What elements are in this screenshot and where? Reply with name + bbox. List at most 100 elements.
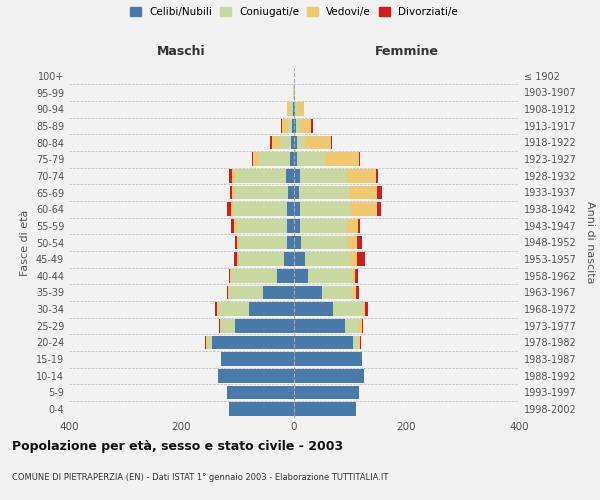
Bar bbox=[207, 336, 212, 349]
Bar bbox=[356, 286, 359, 300]
Bar bbox=[352, 269, 355, 282]
Bar bbox=[287, 102, 290, 116]
Bar bbox=[227, 286, 228, 300]
Bar bbox=[221, 319, 235, 332]
Bar bbox=[294, 286, 322, 300]
Bar bbox=[229, 402, 294, 416]
Bar bbox=[353, 336, 359, 349]
Bar bbox=[290, 152, 294, 166]
Bar bbox=[227, 202, 231, 216]
Bar bbox=[294, 269, 308, 282]
Bar bbox=[334, 302, 362, 316]
Bar bbox=[286, 169, 294, 182]
Bar bbox=[232, 186, 235, 200]
Bar bbox=[239, 252, 284, 266]
Bar bbox=[287, 236, 294, 250]
Bar bbox=[349, 186, 377, 200]
Bar bbox=[294, 252, 305, 266]
Bar bbox=[357, 252, 365, 266]
Bar bbox=[287, 202, 294, 216]
Bar bbox=[350, 252, 357, 266]
Bar bbox=[376, 169, 379, 182]
Bar bbox=[236, 236, 239, 250]
Bar bbox=[232, 169, 235, 182]
Bar bbox=[230, 186, 232, 200]
Bar bbox=[294, 319, 344, 332]
Bar bbox=[252, 152, 253, 166]
Bar bbox=[377, 202, 381, 216]
Bar bbox=[271, 136, 280, 149]
Bar bbox=[353, 286, 356, 300]
Bar bbox=[234, 202, 287, 216]
Bar bbox=[298, 102, 304, 116]
Bar bbox=[305, 136, 331, 149]
Bar bbox=[294, 136, 297, 149]
Bar bbox=[291, 136, 294, 149]
Bar bbox=[294, 152, 297, 166]
Bar bbox=[301, 236, 347, 250]
Bar bbox=[232, 269, 277, 282]
Y-axis label: Anni di nascita: Anni di nascita bbox=[585, 201, 595, 283]
Bar bbox=[294, 186, 299, 200]
Bar bbox=[220, 319, 221, 332]
Bar bbox=[297, 152, 325, 166]
Bar bbox=[218, 319, 220, 332]
Bar bbox=[259, 152, 290, 166]
Bar bbox=[290, 102, 293, 116]
Bar bbox=[362, 302, 365, 316]
Bar bbox=[331, 136, 332, 149]
Bar bbox=[235, 169, 286, 182]
Bar bbox=[358, 219, 361, 232]
Bar bbox=[289, 186, 294, 200]
Bar bbox=[359, 152, 360, 166]
Bar bbox=[359, 336, 360, 349]
Bar bbox=[296, 119, 300, 132]
Bar bbox=[237, 252, 239, 266]
Bar bbox=[295, 102, 298, 116]
Bar bbox=[284, 252, 294, 266]
Bar bbox=[236, 219, 287, 232]
Bar bbox=[227, 386, 294, 400]
Bar bbox=[294, 86, 295, 100]
Bar bbox=[377, 186, 382, 200]
Text: Femmine: Femmine bbox=[374, 44, 439, 58]
Bar bbox=[311, 119, 313, 132]
Bar bbox=[305, 252, 350, 266]
Bar bbox=[235, 252, 237, 266]
Legend: Celibi/Nubili, Coniugati/e, Vedovi/e, Divorziati/e: Celibi/Nubili, Coniugati/e, Vedovi/e, Di… bbox=[128, 5, 460, 20]
Bar bbox=[299, 219, 347, 232]
Bar bbox=[281, 119, 282, 132]
Bar bbox=[294, 369, 364, 382]
Bar bbox=[282, 119, 288, 132]
Bar bbox=[287, 219, 294, 232]
Bar bbox=[352, 202, 377, 216]
Bar bbox=[229, 286, 263, 300]
Bar bbox=[218, 369, 294, 382]
Bar bbox=[361, 319, 362, 332]
Bar bbox=[292, 119, 294, 132]
Bar bbox=[294, 236, 301, 250]
Bar bbox=[355, 269, 358, 282]
Bar bbox=[228, 286, 229, 300]
Text: Maschi: Maschi bbox=[157, 44, 206, 58]
Bar bbox=[322, 286, 353, 300]
Bar bbox=[229, 269, 230, 282]
Bar bbox=[347, 219, 358, 232]
Bar bbox=[294, 102, 295, 116]
Bar bbox=[293, 102, 294, 116]
Bar bbox=[347, 236, 357, 250]
Bar bbox=[288, 119, 292, 132]
Bar bbox=[217, 302, 218, 316]
Bar bbox=[239, 236, 287, 250]
Bar bbox=[253, 152, 259, 166]
Bar bbox=[249, 302, 294, 316]
Bar bbox=[300, 119, 311, 132]
Bar bbox=[235, 319, 294, 332]
Bar bbox=[280, 136, 291, 149]
Bar bbox=[230, 269, 232, 282]
Bar bbox=[231, 202, 234, 216]
Text: COMUNE DI PIETRAPERZIA (EN) - Dati ISTAT 1° gennaio 2003 - Elaborazione TUTTITAL: COMUNE DI PIETRAPERZIA (EN) - Dati ISTAT… bbox=[12, 473, 388, 482]
Bar bbox=[294, 219, 299, 232]
Bar bbox=[294, 302, 334, 316]
Bar bbox=[235, 236, 236, 250]
